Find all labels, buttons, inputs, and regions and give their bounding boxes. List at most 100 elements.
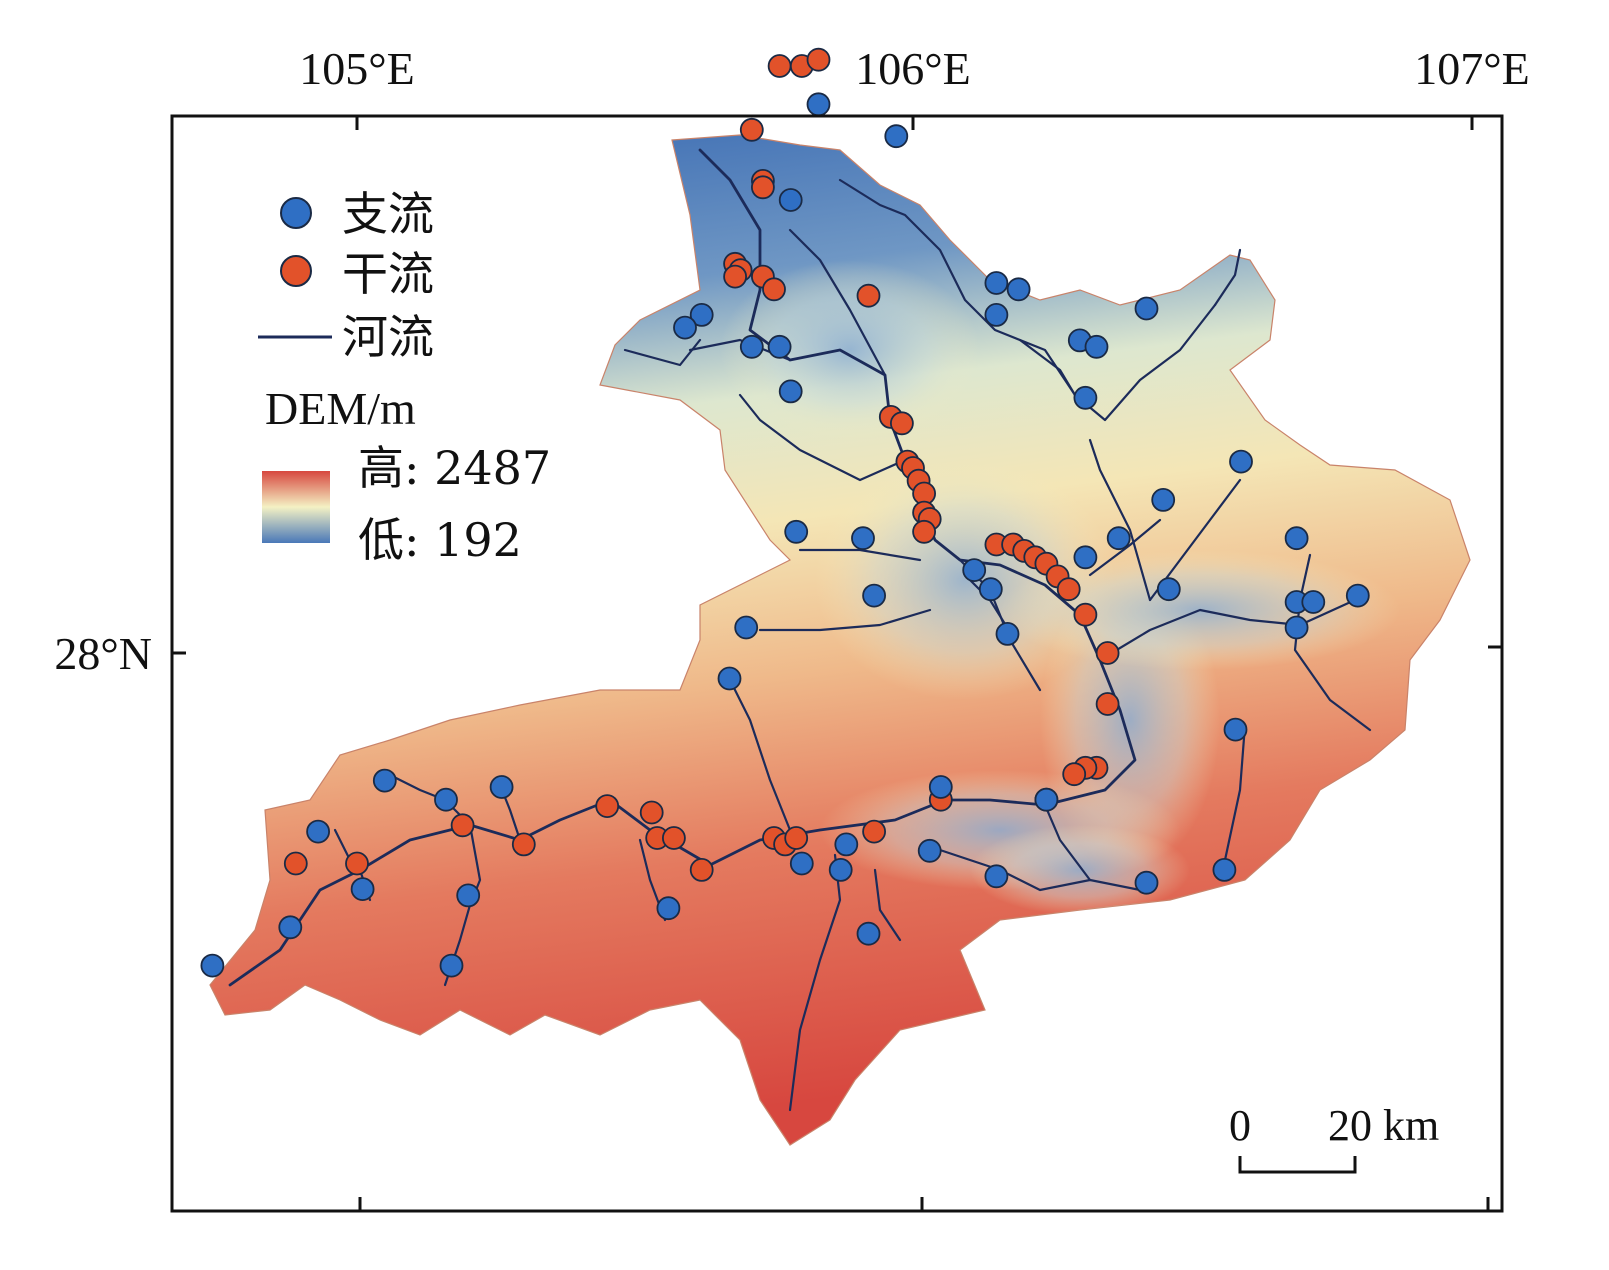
mainstream-legend-label: 干流	[342, 247, 434, 301]
mainstream-station-marker	[806, 47, 831, 72]
river-branch	[1213, 248, 1242, 307]
legend: 支流 干流 河流 DEM/m 高: 2487 低: 192	[258, 187, 551, 567]
mainstream-station-marker	[662, 826, 686, 850]
mainstream-station-marker	[751, 175, 775, 200]
tributary-station-marker	[978, 577, 1003, 602]
tributary-station-marker	[784, 519, 809, 544]
mainstream-station-marker	[1073, 602, 1098, 627]
scale-zero-label: 0	[1229, 1101, 1251, 1150]
tributary-station-marker	[434, 787, 458, 812]
tributary-station-marker	[1284, 615, 1309, 640]
tributary-station-marker	[1212, 858, 1237, 882]
river-branch	[1293, 553, 1372, 732]
river-branch	[873, 868, 902, 942]
river-branch	[728, 678, 792, 832]
tributary-station-marker	[1073, 545, 1098, 570]
lon-label-107: 107°E	[1414, 43, 1530, 94]
river-branch	[798, 548, 922, 562]
tributary-station-marker	[962, 558, 987, 582]
tributary-station-marker	[1345, 583, 1370, 608]
river-branch	[623, 338, 702, 367]
tributary-station-marker	[928, 775, 953, 799]
tributary-station-marker	[439, 953, 464, 978]
tributary-station-marker	[1006, 277, 1031, 302]
tributary-station-marker	[1034, 787, 1059, 812]
tributary-station-marker	[350, 877, 375, 901]
scale-length-label: 20 km	[1328, 1101, 1439, 1150]
mainstream-legend-symbol	[280, 255, 312, 287]
tributary-station-marker	[984, 271, 1009, 295]
mainstream-station-marker	[689, 858, 714, 882]
tributary-stations	[200, 92, 1370, 978]
tributary-station-marker	[1229, 449, 1253, 474]
tributary-station-marker	[778, 188, 803, 212]
tributary-station-marker	[778, 379, 803, 404]
tributary-station-marker	[1134, 870, 1159, 895]
mainstream-station-marker	[890, 411, 914, 436]
tributary-station-marker	[789, 851, 814, 876]
river-branch	[938, 848, 1142, 892]
tributary-station-marker	[1223, 717, 1248, 742]
river-branch	[1018, 338, 1077, 397]
mainstream-station-marker	[345, 851, 369, 876]
coordinate-labels: 105°E 106°E 107°E 28°N	[54, 43, 1529, 679]
mainstream-station-marker	[639, 800, 664, 825]
mainstream-station-marker	[1095, 692, 1120, 716]
tributary-station-marker	[984, 302, 1009, 327]
dem-legend-title: DEM/m	[265, 383, 416, 434]
river-branch	[388, 773, 472, 827]
mainstream-station-marker	[1095, 641, 1120, 665]
mainstream-station-marker	[511, 832, 536, 857]
tributary-station-marker	[673, 315, 697, 340]
mainstream-station-marker	[856, 283, 881, 308]
lat-label-28: 28°N	[54, 628, 152, 679]
tributary-legend-symbol	[280, 197, 312, 229]
mainstream-station-marker	[1056, 577, 1081, 602]
dem-color-ramp	[262, 471, 330, 543]
tributary-station-marker	[1284, 526, 1309, 551]
map-frame	[170, 114, 1504, 1213]
mainstream-station-marker	[862, 819, 886, 844]
tributary-station-marker	[489, 775, 514, 799]
tributary-station-marker	[1084, 334, 1109, 359]
mainstream-station-marker	[739, 117, 764, 142]
mainstream-station-marker	[595, 794, 620, 818]
river-branch	[788, 853, 842, 1112]
river-branch	[758, 608, 932, 632]
tributary-station-marker	[1106, 526, 1131, 551]
river-branch	[1088, 438, 1152, 602]
river-branch	[1043, 803, 1092, 882]
tributary-station-marker	[884, 124, 909, 149]
mainstream-station-marker	[784, 826, 809, 850]
dem-low-label: 低: 192	[358, 513, 522, 567]
tributary-station-marker	[1151, 487, 1176, 512]
tributary-station-marker	[1134, 296, 1159, 321]
mainstream-station-marker	[283, 851, 308, 876]
tributary-station-marker	[1073, 385, 1098, 410]
mainstream-station-marker	[723, 264, 747, 289]
tributary-station-marker	[739, 334, 764, 359]
tributary-station-marker	[372, 768, 397, 793]
river-branch	[1088, 518, 1162, 577]
tributary-station-marker	[278, 915, 303, 940]
tributary-station-marker	[767, 334, 792, 359]
river-branch	[788, 228, 887, 377]
mainstream-station-marker	[1062, 762, 1087, 787]
tributary-station-marker	[828, 858, 853, 882]
mainstream-stations	[283, 47, 1120, 882]
tributary-legend-label: 支流	[342, 187, 434, 241]
lon-label-105: 105°E	[299, 43, 415, 94]
tributary-station-marker	[856, 921, 881, 946]
river-branch	[738, 393, 907, 482]
scale-bar: 0 20 km	[1229, 1101, 1439, 1174]
tributary-station-marker	[995, 622, 1020, 646]
tributary-station-marker	[689, 302, 714, 327]
tributary-station-marker	[200, 953, 225, 978]
tributary-station-marker	[851, 526, 875, 551]
dem-high-label: 高: 2487	[358, 441, 551, 495]
river-branch	[1098, 598, 1357, 662]
tributary-station-marker	[834, 832, 859, 857]
tributary-station-marker	[984, 864, 1009, 889]
tributary-station-marker	[734, 615, 759, 640]
